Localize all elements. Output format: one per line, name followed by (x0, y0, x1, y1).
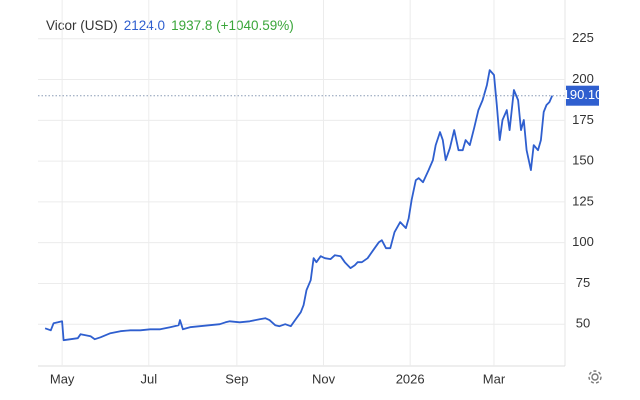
last-price-label: 190.10 (563, 87, 603, 102)
y-tick-label: 125 (572, 193, 594, 208)
y-tick-label: 175 (572, 112, 594, 127)
price-line (44, 69, 554, 342)
x-tick-label: Sep (225, 371, 248, 386)
x-tick-label: Nov (312, 371, 336, 386)
x-tick-label: Mar (483, 371, 506, 386)
price: 2124.0 (124, 18, 165, 33)
y-tick-label: 50 (576, 316, 590, 331)
title: Vicor (USD) (46, 18, 118, 33)
x-tick-label: May (50, 371, 75, 386)
x-tick-label: 2026 (396, 371, 425, 386)
y-tick-label: 225 (572, 30, 594, 45)
x-tick-label: Jul (140, 371, 157, 386)
last-price-box (566, 85, 599, 106)
y-tick-label: 150 (572, 153, 594, 168)
y-tick-label: 200 (572, 71, 594, 86)
settings-icon[interactable] (588, 370, 602, 384)
change: 1937.8 (+1040.59%) (171, 18, 294, 33)
y-tick-label: 100 (572, 234, 594, 249)
chart-title: Vicor (USD) 2124.0 1937.8 (+1040.59%) (46, 18, 294, 33)
y-tick-label: 75 (576, 275, 590, 290)
